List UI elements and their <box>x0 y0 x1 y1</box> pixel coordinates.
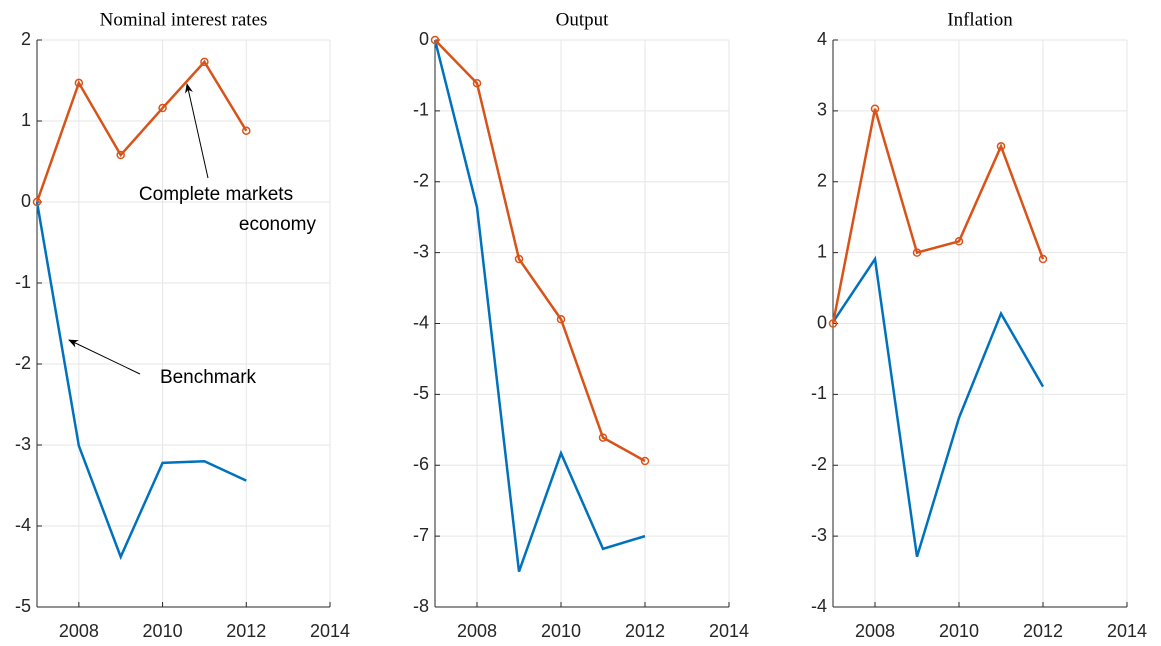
point-marker <box>32 197 42 207</box>
y-tick-label: 2 <box>817 171 827 191</box>
y-tick-label: -7 <box>413 525 429 545</box>
point-marker <box>598 433 608 442</box>
y-tick-label: 0 <box>817 312 827 332</box>
x-tick-label: 2010 <box>541 621 581 641</box>
series-line <box>831 108 1045 324</box>
point-marker <box>514 254 524 264</box>
x-tick-label: 2014 <box>709 621 749 641</box>
y-tick-label: -4 <box>811 596 827 616</box>
y-tick-label: 1 <box>817 241 827 261</box>
x-tick-label: 2012 <box>625 621 665 641</box>
point-marker <box>1038 254 1048 264</box>
y-tick-label: -2 <box>413 171 429 191</box>
y-tick-label: -3 <box>811 525 827 545</box>
point-marker <box>430 35 440 45</box>
y-tick-label: 0 <box>419 29 429 49</box>
point-marker <box>640 456 650 466</box>
y-tick-label: -2 <box>15 353 31 373</box>
y-tick-label: -4 <box>413 312 429 332</box>
series-line <box>434 39 646 463</box>
y-tick-label: 4 <box>817 29 827 49</box>
series-line <box>433 39 646 572</box>
point-marker <box>116 150 125 160</box>
annotation: Complete markets <box>139 184 293 205</box>
y-tick-label: -5 <box>15 596 31 616</box>
annotation: Benchmark <box>160 367 257 388</box>
point-marker <box>242 126 251 135</box>
x-tick-label: 2012 <box>226 621 266 641</box>
x-tick-label: 2010 <box>143 621 183 641</box>
point-marker <box>158 103 167 113</box>
x-tick-label: 2008 <box>59 621 99 641</box>
point-marker <box>200 57 209 67</box>
point-marker <box>954 237 964 246</box>
annotation-arrow <box>185 83 209 179</box>
x-tick-label: 2008 <box>457 621 497 641</box>
x-tick-label: 2014 <box>310 621 350 641</box>
point-marker <box>996 142 1006 151</box>
y-tick-label: -4 <box>15 515 31 535</box>
chart-title: Inflation <box>947 9 1013 30</box>
point-marker <box>556 314 566 324</box>
x-tick-label: 2012 <box>1023 621 1063 641</box>
chart-title: Nominal interest rates <box>100 9 268 30</box>
y-tick-label: -3 <box>15 434 31 454</box>
series-line <box>35 201 247 561</box>
x-tick-label: 2008 <box>855 621 895 641</box>
x-tick-label: 2014 <box>1107 621 1147 641</box>
point-marker <box>828 319 838 328</box>
y-tick-label: 2 <box>21 29 31 49</box>
y-tick-label: 1 <box>21 110 31 130</box>
x-tick-label: 2010 <box>939 621 979 641</box>
y-tick-label: -5 <box>413 383 429 403</box>
y-tick-label: -3 <box>413 241 429 261</box>
series-line <box>35 59 248 203</box>
annotation: economy <box>239 214 317 235</box>
y-tick-label: -1 <box>15 272 31 292</box>
y-tick-label: 0 <box>21 191 31 211</box>
annotation-arrow <box>68 339 141 375</box>
y-tick-label: -1 <box>811 383 827 403</box>
point-marker <box>472 78 482 88</box>
y-tick-label: -6 <box>413 454 429 474</box>
chart-title: Output <box>556 9 610 30</box>
y-tick-label: -8 <box>413 596 429 616</box>
y-tick-label: -1 <box>413 100 429 120</box>
series-line <box>831 255 1045 558</box>
y-tick-label: -2 <box>811 454 827 474</box>
point-marker <box>74 78 84 88</box>
y-tick-label: 3 <box>817 100 827 120</box>
point-marker <box>912 248 922 257</box>
point-marker <box>870 104 880 113</box>
